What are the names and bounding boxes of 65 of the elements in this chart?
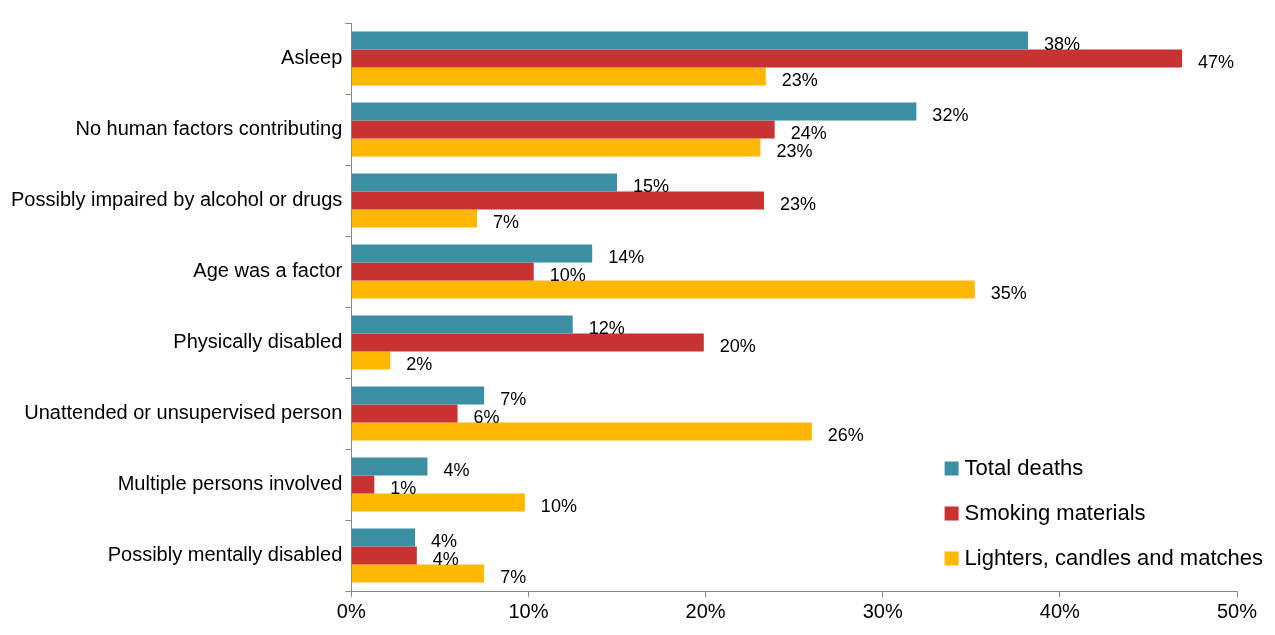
data-label: 47% <box>1198 52 1235 73</box>
bar <box>351 404 458 423</box>
legend-label: Smoking materials <box>964 499 1146 525</box>
data-label: 15% <box>632 176 670 197</box>
x-tick-label: 10% <box>508 599 549 622</box>
x-tick-label: 0% <box>336 599 366 622</box>
bar <box>351 315 573 334</box>
bar <box>351 351 391 370</box>
data-label: 35% <box>990 283 1027 304</box>
x-tick-label: 30% <box>862 599 903 622</box>
bar <box>351 67 766 86</box>
data-label: 14% <box>608 247 645 268</box>
data-label: 12% <box>588 318 625 339</box>
y-tick-label: Possibly impaired by alcohol or drugs <box>10 188 343 211</box>
data-label: 2% <box>406 354 433 375</box>
bar <box>351 244 593 263</box>
bar <box>351 333 704 352</box>
x-tick-label: 40% <box>1039 599 1081 622</box>
bar <box>351 138 761 157</box>
bar <box>351 262 534 281</box>
legend-label: Total deaths <box>964 454 1084 480</box>
bar <box>351 31 1028 50</box>
data-label: 4% <box>443 460 470 481</box>
data-label: 4% <box>431 531 458 552</box>
data-label: 20% <box>719 336 756 357</box>
bar <box>351 475 375 494</box>
y-tick-label: Physically disabled <box>173 330 343 353</box>
data-label: 6% <box>473 407 500 428</box>
bar <box>351 546 417 565</box>
y-tick-label: Possibly mentally disabled <box>107 543 343 566</box>
data-label: 23% <box>780 194 817 215</box>
x-tick-label: 50% <box>1216 599 1258 622</box>
data-label: 4% <box>432 549 459 570</box>
data-label: 38% <box>1043 34 1080 55</box>
bar <box>351 209 478 228</box>
bar <box>351 120 775 139</box>
data-label: 7% <box>493 212 520 233</box>
data-label: 7% <box>500 567 527 588</box>
bar <box>351 386 485 405</box>
data-label: 10% <box>540 496 577 517</box>
bar <box>351 493 525 512</box>
bar <box>351 528 416 547</box>
bar <box>351 422 812 441</box>
data-label: 7% <box>500 389 527 410</box>
data-label: 24% <box>790 123 827 144</box>
bar <box>351 173 617 192</box>
bar <box>351 457 428 476</box>
data-label: 23% <box>776 141 813 162</box>
data-label: 10% <box>549 265 586 286</box>
bar <box>351 564 485 583</box>
data-label: 26% <box>827 425 864 446</box>
y-tick-label: Multiple persons involved <box>117 472 343 495</box>
y-tick-label: No human factors contributing <box>75 117 343 140</box>
y-tick-label: Asleep <box>281 46 343 69</box>
data-label: 23% <box>781 70 818 91</box>
y-tick-label: Age was a factor <box>193 259 343 282</box>
legend-label: Lighters, candles and matches <box>964 544 1264 570</box>
bar <box>351 191 765 210</box>
data-label: 1% <box>390 478 417 499</box>
bar <box>351 102 917 121</box>
bar <box>351 280 975 299</box>
y-tick-label: Unattended or unsupervised person <box>24 401 343 424</box>
x-tick-label: 20% <box>685 599 726 622</box>
bar <box>351 49 1183 68</box>
data-label: 32% <box>932 105 969 126</box>
